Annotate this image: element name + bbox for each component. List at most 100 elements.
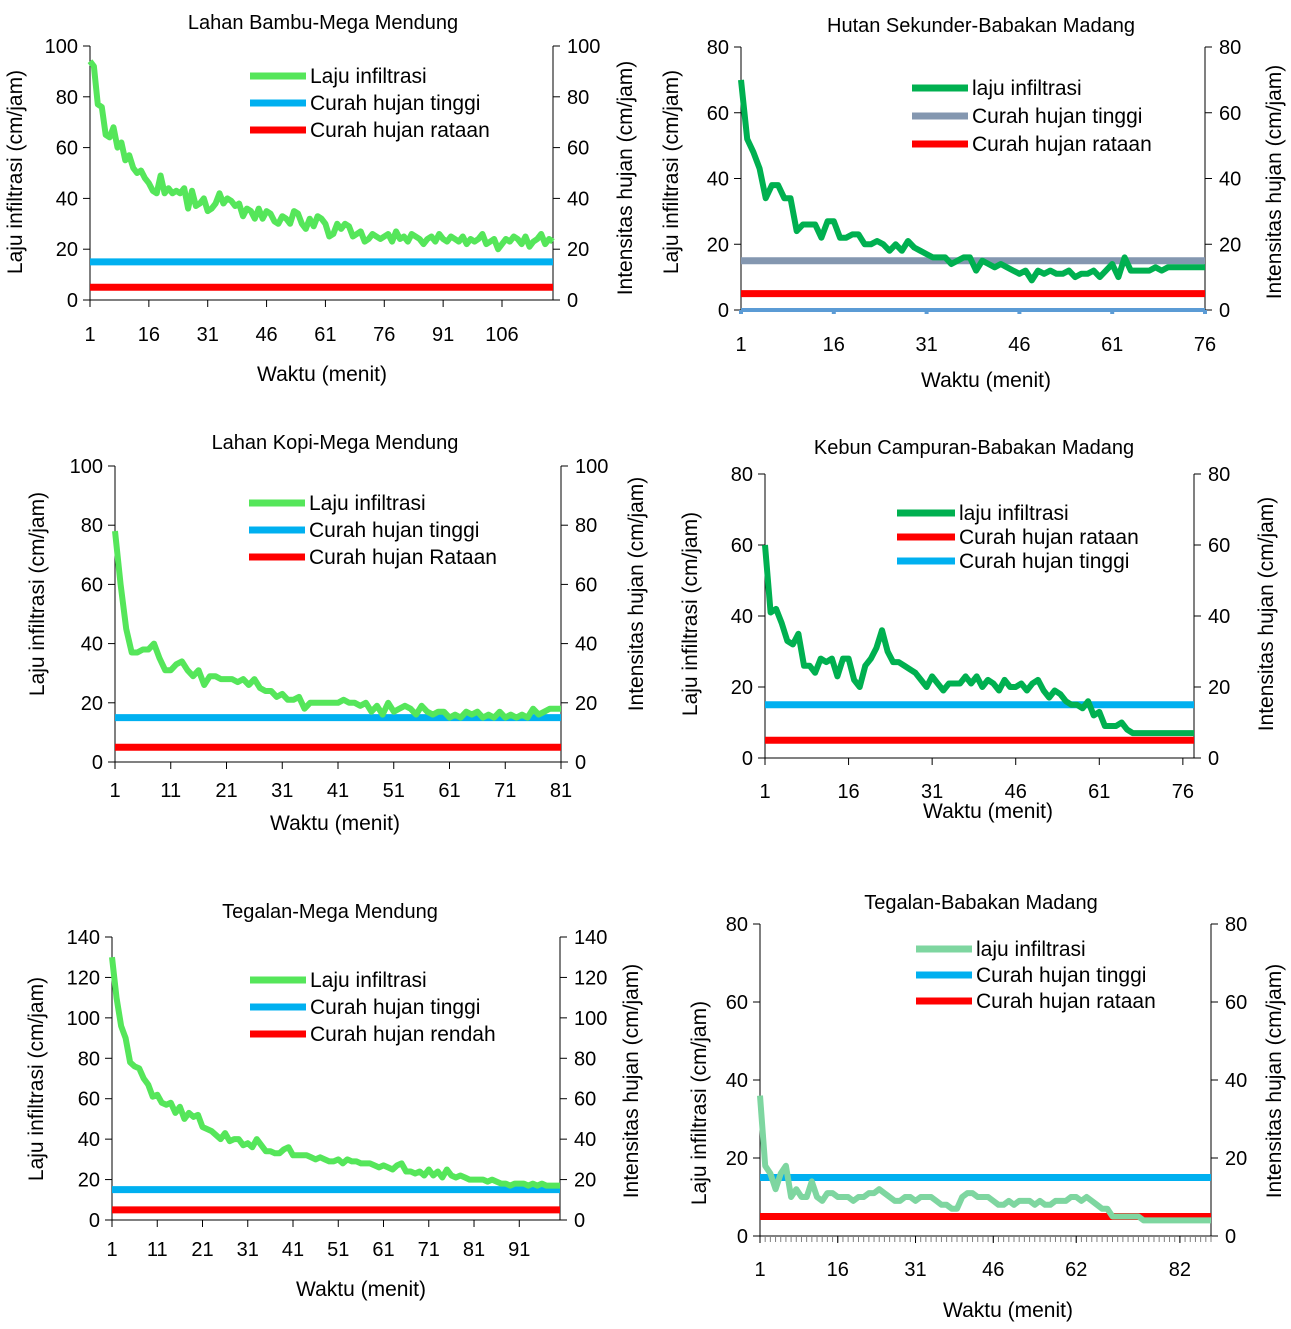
y-tick-label: 80 [726, 914, 748, 936]
legend-label: Curah hujan rataan [976, 990, 1156, 1013]
series-line-infiltration [87, 59, 555, 253]
x-tick-label: 31 [271, 780, 293, 802]
y-tick-label: 60 [707, 103, 729, 125]
chart-panel-1: Lahan Bambu-Mega Mendung 0 20 40 60 80 100 0 20 4… [4, 12, 637, 386]
x-tick-label: 41 [282, 1239, 304, 1261]
y2-tick-label: 0 [1225, 1226, 1236, 1248]
y-tick-label: 20 [731, 677, 753, 699]
data-points [764, 544, 1195, 734]
y2-axis-label: Intensitas hujan (cm/jam) [1263, 65, 1286, 300]
series-line-infiltration [757, 1095, 1211, 1224]
x-tick-label: 62 [1065, 1259, 1087, 1281]
y2-tick-label: 40 [1208, 606, 1230, 628]
legend-label: Laju infiltrasi [309, 492, 426, 515]
y2-tick-label: 40 [574, 1129, 596, 1151]
x-tick-label: 16 [138, 324, 160, 346]
y2-tick-label: 80 [1225, 914, 1247, 936]
chart-panel-6: Tegalan-Babakan Madang 0 20 40 60 80 0 20 40 60 80… [688, 892, 1286, 1322]
legend: Laju infiltrasi Curah hujan tinggi Curah h… [250, 65, 490, 142]
x-tick-label: 31 [921, 781, 943, 803]
chart-title: Tegalan-Mega Mendung [222, 901, 438, 923]
legend: Laju infiltrasi Curah hujan tinggi Curah h… [249, 492, 497, 569]
chart-title: Hutan Sekunder-Babakan Madang [827, 15, 1135, 37]
y-tick-label: 40 [731, 606, 753, 628]
y2-tick-label: 120 [574, 967, 607, 989]
legend-label: Curah hujan tinggi [309, 519, 479, 542]
chart-panel-5: Tegalan-Mega Mendung02040608010012014002… [25, 901, 643, 1301]
x-tick-label: 21 [191, 1239, 213, 1261]
y2-tick-label: 140 [574, 927, 607, 949]
chart-title: Lahan Bambu-Mega Mendung [188, 12, 458, 34]
x-tick-label: 16 [837, 781, 859, 803]
x-tick-label: 61 [372, 1239, 394, 1261]
y-tick-label: 20 [81, 693, 103, 715]
x-tick-label: 46 [255, 324, 277, 346]
x-tick-label: 76 [1194, 334, 1216, 356]
x-tick-label: 76 [1172, 781, 1194, 803]
legend-label: Curah hujan tinggi [310, 92, 480, 115]
x-tick-label: 1 [735, 334, 746, 356]
y-tick-label: 80 [56, 87, 78, 109]
y2-tick-label: 80 [1219, 37, 1241, 59]
y-tick-label: 100 [67, 1008, 100, 1030]
y2-tick-label: 20 [575, 693, 597, 715]
y2-tick-label: 40 [1219, 169, 1241, 191]
y-tick-label: 0 [718, 300, 729, 322]
legend-label: Laju infiltrasi [310, 969, 427, 992]
y2-tick-label: 80 [575, 515, 597, 537]
y2-tick-label: 80 [1208, 464, 1230, 486]
y2-tick-label: 100 [574, 1008, 607, 1030]
x-tick-label: 46 [1008, 334, 1030, 356]
y2-tick-label: 100 [567, 36, 600, 58]
x-tick-label: 41 [327, 780, 349, 802]
x-tick-label: 81 [550, 780, 572, 802]
y2-axis-label: Intensitas hujan (cm/jam) [1255, 497, 1278, 732]
y2-axis-label: Intensitas hujan (cm/jam) [1263, 964, 1286, 1199]
legend-label: laju infiltrasi [959, 502, 1069, 525]
y2-tick-label: 20 [574, 1170, 596, 1192]
y-tick-label: 140 [67, 927, 100, 949]
x-tick-label: 31 [197, 324, 219, 346]
legend-label: laju infiltrasi [976, 938, 1086, 961]
x-tick-label: 91 [508, 1239, 530, 1261]
x-tick-label: 16 [827, 1259, 849, 1281]
x-tick-label: 11 [160, 780, 181, 802]
x-tick-label: 61 [1088, 781, 1110, 803]
y-axis-label: Laju infiltrasi (cm/jam) [660, 70, 683, 274]
y2-axis-label: Intensitas hujan (cm/jam) [620, 964, 643, 1199]
y2-axis-label: Intensitas hujan (cm/jam) [625, 477, 648, 712]
x-tick-label: 106 [485, 324, 518, 346]
y2-tick-label: 60 [1225, 992, 1247, 1014]
x-tick-label: 51 [327, 1239, 349, 1261]
y-tick-label: 0 [67, 290, 78, 312]
y-tick-label: 0 [92, 752, 103, 774]
y-axis-label: Laju infiltrasi (cm/jam) [688, 1001, 711, 1205]
y2-tick-label: 60 [567, 138, 589, 160]
legend: laju infiltrasi Curah hujan tinggi Curah h… [916, 938, 1156, 1013]
x-tick-label: 76 [373, 324, 395, 346]
y-tick-label: 60 [731, 535, 753, 557]
y2-tick-label: 20 [1219, 234, 1241, 256]
y-tick-label: 60 [726, 992, 748, 1014]
y-tick-label: 0 [737, 1226, 748, 1248]
y2-tick-label: 60 [1219, 103, 1241, 125]
x-tick-label: 51 [383, 780, 405, 802]
y-tick-label: 40 [81, 634, 103, 656]
legend-label: Curah hujan tinggi [976, 964, 1146, 987]
y-tick-label: 80 [731, 464, 753, 486]
y-tick-label: 60 [56, 138, 78, 160]
x-tick-label: 1 [109, 780, 120, 802]
y-tick-label: 40 [726, 1070, 748, 1092]
x-tick-label: 11 [147, 1239, 168, 1261]
data-points [89, 61, 554, 250]
y2-tick-label: 0 [1208, 748, 1219, 770]
legend-label: Curah hujan tinggi [310, 996, 480, 1019]
x-tick-label: 31 [237, 1239, 259, 1261]
series-line-infiltration [109, 956, 560, 1189]
y2-tick-label: 60 [574, 1089, 596, 1111]
y2-tick-label: 60 [575, 574, 597, 596]
x-tick-label: 21 [215, 780, 237, 802]
legend-label: Curah hujan Rataan [309, 546, 497, 569]
